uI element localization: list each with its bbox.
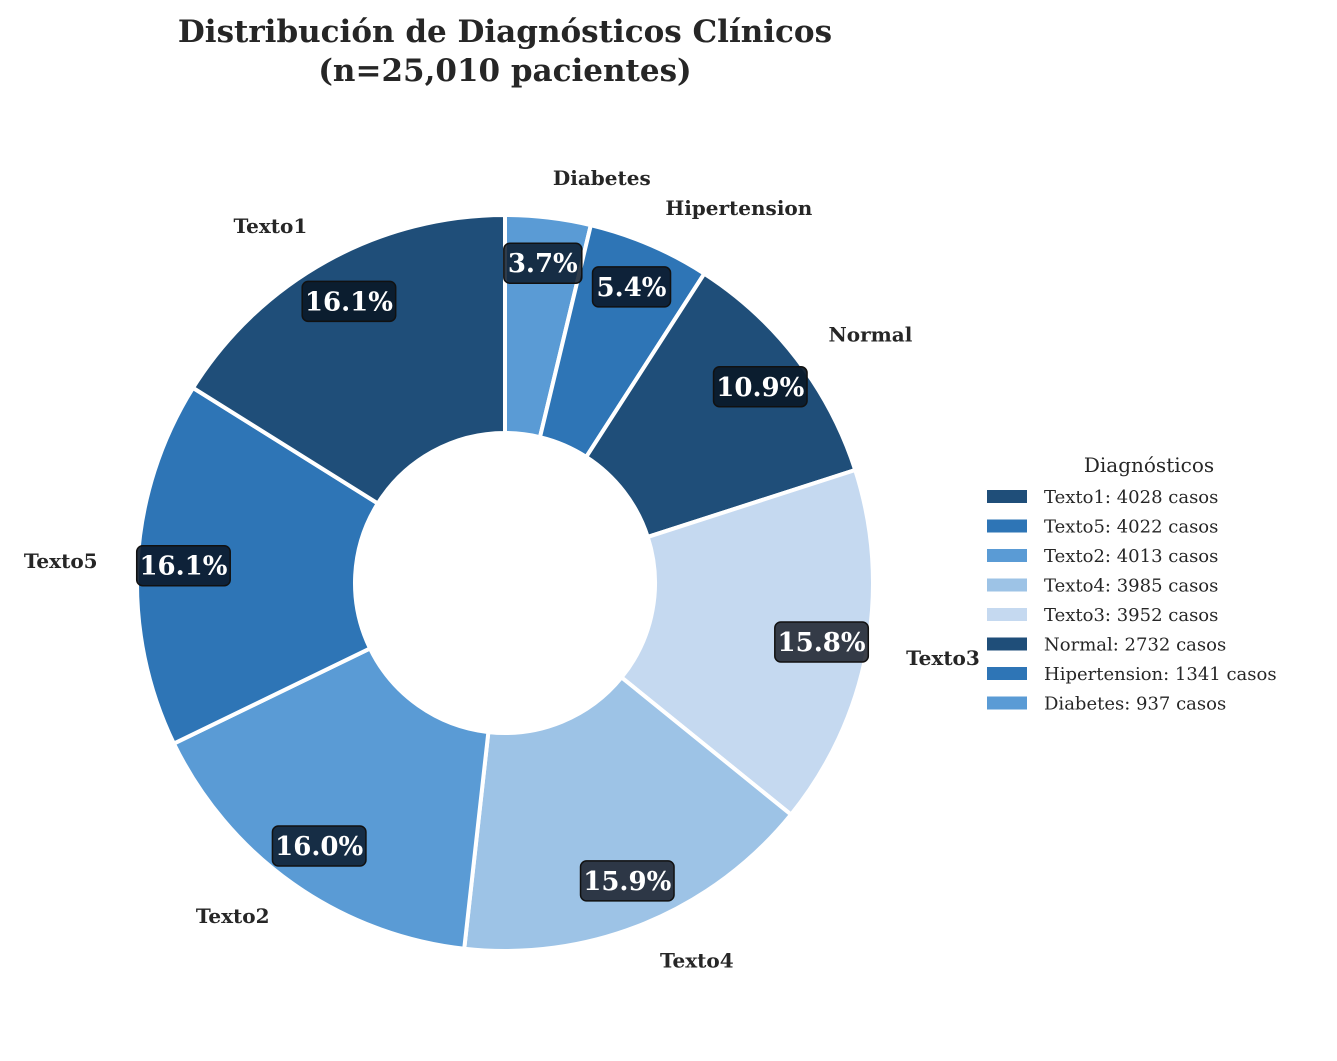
svg-text:15.9%: 15.9% [583, 867, 671, 897]
svg-text:15.8%: 15.8% [778, 628, 866, 658]
svg-text:3.7%: 3.7% [508, 249, 578, 279]
legend-swatch [987, 549, 1027, 562]
chart-subtitle: (n=25,010 pacientes) [318, 53, 691, 89]
legend-entry: Texto2: 4013 casos [1044, 546, 1218, 567]
legend: Diagnósticos Texto1: 4028 casos Texto5: 4… [987, 453, 1277, 715]
legend-swatch [987, 490, 1027, 503]
slice-texto2 [171, 645, 491, 951]
slice-texto4 [462, 674, 794, 953]
legend-swatch [987, 637, 1027, 651]
legend-entry: Texto1: 4028 casos [1044, 487, 1218, 508]
slice-texto3 [618, 467, 875, 818]
category-label-texto1: Texto1 [234, 214, 308, 238]
svg-text:16.1%: 16.1% [305, 287, 393, 317]
svg-text:16.1%: 16.1% [139, 552, 227, 582]
legend-entry: Hipertension: 1341 casos [1044, 664, 1277, 685]
slice-texto5 [135, 385, 381, 747]
pct-label-texto1: 16.1% [301, 280, 397, 323]
legend-entry: Normal: 2732 casos [1044, 635, 1226, 656]
pct-label-diabetes: 3.7% [503, 242, 583, 284]
pct-label-texto4: 15.9% [579, 860, 675, 902]
chart-title: Distribución de Diagnósticos Clínicos [178, 14, 832, 50]
pct-label-normal: 10.9% [712, 366, 808, 408]
pct-label-texto5: 16.1% [135, 544, 231, 587]
percentage-labels: 3.7% 5.4% 10.9% 15.8% 15.9% 16.0% 16.1% 16.1% [135, 242, 870, 902]
legend-swatch [987, 696, 1027, 710]
category-label-texto5: Texto5 [24, 549, 98, 573]
pct-label-hipertension: 5.4% [591, 266, 672, 308]
legend-swatch [987, 578, 1027, 592]
category-label-texto2: Texto2 [196, 904, 270, 928]
legend-entry: Texto3: 3952 casos [1044, 605, 1218, 626]
legend-entry: Texto5: 4022 casos [1044, 517, 1218, 538]
svg-text:10.9%: 10.9% [716, 373, 804, 403]
slice-texto1 [190, 212, 507, 507]
legend-entry: Texto4: 3985 casos [1044, 576, 1218, 597]
category-label-texto4: Texto4 [660, 948, 734, 972]
legend-entry: Diabetes: 937 casos [1044, 694, 1226, 715]
category-labels: Diabetes Hipertension Normal Texto3 Texto4 Te… [24, 166, 980, 973]
category-label-diabetes: Diabetes [553, 166, 651, 190]
legend-swatch [987, 667, 1027, 680]
legend-title: Diagnósticos [1084, 453, 1214, 477]
category-label-hipertension: Hipertension [665, 196, 812, 220]
slice-group [135, 212, 875, 953]
legend-swatch [987, 608, 1027, 621]
pct-label-texto3: 15.8% [774, 621, 870, 663]
svg-text:16.0%: 16.0% [275, 832, 363, 862]
svg-text:5.4%: 5.4% [597, 273, 667, 303]
category-label-normal: Normal [828, 322, 912, 346]
pct-label-texto2: 16.0% [271, 825, 367, 867]
category-label-texto3: Texto3 [906, 646, 980, 670]
legend-swatch [987, 519, 1027, 533]
